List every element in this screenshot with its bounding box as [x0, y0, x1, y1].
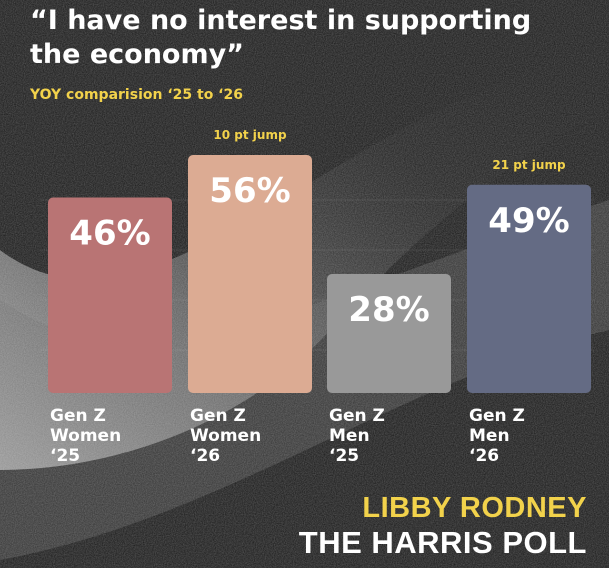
category-label-line: ‘26 — [190, 446, 220, 466]
category-label-line: Gen Z — [329, 406, 385, 426]
category-label-gen-z-men-26: Gen Z Men ‘26 — [469, 406, 525, 466]
category-label-gen-z-women-26: Gen Z Women ‘26 — [190, 406, 261, 466]
value-label-gen-z-men-26: 49% — [488, 201, 569, 241]
organization-credit: THE HARRIS POLL — [298, 525, 587, 560]
value-label-gen-z-men-25: 28% — [348, 290, 429, 330]
category-label-line: ‘25 — [329, 446, 359, 466]
category-label-line: Gen Z — [469, 406, 525, 426]
category-label-gen-z-women-25: Gen Z Women ‘25 — [50, 406, 121, 466]
bar-gen-z-women-25 — [48, 197, 172, 393]
annotation-10-pt-jump: 10 pt jump — [213, 128, 287, 142]
category-label-line: Women — [190, 426, 261, 446]
category-label-line: ‘25 — [50, 446, 80, 466]
category-label-line: Gen Z — [50, 406, 106, 426]
category-label-line: Men — [469, 426, 510, 446]
value-label-gen-z-women-26: 56% — [209, 171, 290, 211]
category-label-line: Men — [329, 426, 370, 446]
chart-title: “I have no interest in supporting the ec… — [30, 5, 532, 70]
bar-gen-z-women-26 — [188, 155, 312, 393]
bar-gen-z-men-26 — [467, 184, 591, 393]
value-label-gen-z-women-25: 46% — [69, 214, 150, 254]
bar-gen-z-men-25 — [327, 274, 451, 393]
annotation-21-pt-jump: 21 pt jump — [492, 158, 566, 172]
category-label-line: Women — [50, 426, 121, 446]
chart-subtitle: YOY comparision ‘25 to ‘26 — [30, 87, 243, 103]
category-label-gen-z-men-25: Gen Z Men ‘25 — [329, 406, 385, 466]
author-credit: LIBBY RODNEY — [362, 492, 587, 524]
category-label-line: Gen Z — [190, 406, 246, 426]
category-label-line: ‘26 — [469, 446, 499, 466]
